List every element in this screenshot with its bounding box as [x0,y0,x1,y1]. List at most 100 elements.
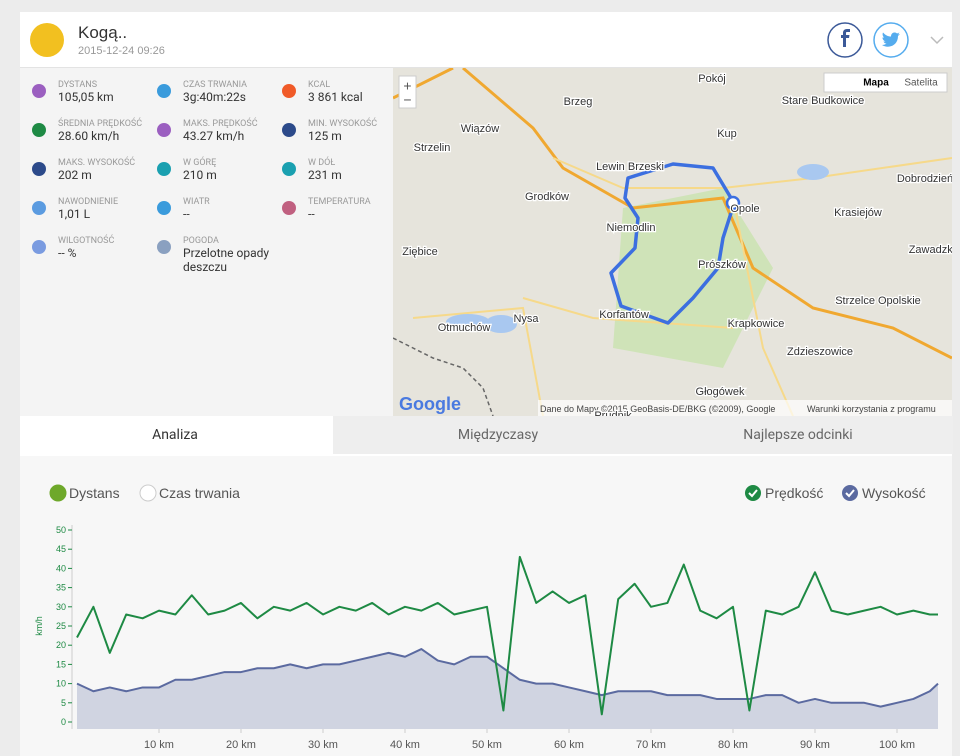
stat-icon [32,201,46,215]
legend-label[interactable]: Prędkość [765,485,823,501]
place-label: Stare Budkowice [782,95,865,107]
place-label: Zdzieszowice [787,346,853,358]
stat-icon [282,162,296,176]
series-line [76,648,939,708]
y-tick-label: 10 [56,679,66,689]
stat-label: POGODA [183,236,219,246]
y-tick-label: 20 [56,640,66,650]
stat-label: MAKS. PRĘDKOŚĆ [183,119,258,129]
x-tick-label: 80 km [718,739,748,751]
stat: NAWODNIENIE 1,01 L [32,197,157,221]
stat-icon [157,84,171,98]
stat-icon [32,123,46,137]
stat: KCAL 3 861 kcal [282,80,407,104]
y-tick-label: 40 [56,563,66,573]
place-label: Opole [730,203,759,215]
x-tick-label: 10 km [144,739,174,751]
legend-label[interactable]: Wysokość [862,485,926,501]
y-tick-label: 5 [61,698,66,708]
place-label: Nysa [513,313,539,325]
stat-label: WIATR [183,197,210,207]
place-label: Wiązów [461,123,500,135]
stat-label: MAKS. WYSOKOŚĆ [58,158,136,168]
stat-value: 28.60 km/h [58,129,120,143]
stat: WILGOTNOŚĆ -- % [32,236,157,260]
stat-label: KCAL [308,80,331,90]
stat: W DÓŁ 231 m [282,158,407,182]
stat-value: 202 m [58,168,92,182]
stat-label: ŚREDNIA PRĘDKOŚĆ [58,119,143,129]
google-logo: Google [399,394,461,414]
stat-icon [282,201,296,215]
x-tick-label: 50 km [472,739,502,751]
place-label: Krasiejów [834,207,882,219]
x-axis-option-radio[interactable] [139,484,157,502]
y-axis-label: km/h [34,616,44,636]
stat-value: -- [308,207,315,221]
place-label: Prószków [698,259,746,271]
stat-icon [32,162,46,176]
attribution-bar [538,400,952,416]
x-axis-option-radio[interactable] [49,484,67,502]
map-button[interactable]: Mapa [863,78,889,89]
tab[interactable]: Najlepsze odcinki [643,416,953,454]
stat: W GÓRĘ 210 m [157,158,282,182]
stat-value: 3g:40m:22s [183,90,246,104]
expand-chevron[interactable] [930,36,944,45]
legend-marker[interactable] [745,485,761,501]
stat-icon [157,162,171,176]
tab[interactable]: Analiza [20,416,330,454]
stat-value: 1,01 L [58,207,91,221]
area [77,649,938,729]
zoom-in[interactable]: + [403,78,411,94]
place-label: Brzeg [564,96,593,108]
x-axis-option-label[interactable]: Dystans [69,485,120,501]
place-label: Otmuchów [438,322,491,334]
chart-panel: Dystans Czas trwania Prędkość Wysokość km/h 0… [20,456,952,756]
stat-icon [282,123,296,137]
stat-label: W DÓŁ [308,158,336,168]
stat-value: Przelotne opady deszczu [183,246,270,274]
place-label: Grodków [525,191,569,203]
stat: MAKS. WYSOKOŚĆ 202 m [32,158,157,182]
attribution: Dane do Mapy ©2015 GeoBasis-DE/BKG (©200… [540,404,775,414]
border [393,337,494,416]
facebook-icon [841,29,850,47]
stat: CZAS TRWANIA 3g:40m:22s [157,80,282,104]
stat-icon [157,201,171,215]
stat-label: W GÓRĘ [183,158,217,168]
map[interactable]: + − Mapa Satelita Google Dane do Mapy ©2… [393,68,952,416]
x-axis-option-label[interactable]: Czas trwania [159,485,240,501]
y-tick-label: 25 [56,621,66,631]
stat: TEMPERATURA -- [282,197,407,221]
legend-marker[interactable] [842,485,858,501]
place-label: Niemodlin [607,222,656,234]
stat-value: 43.27 km/h [183,129,245,143]
map-type-control [823,72,948,93]
y-tick-label: 15 [56,659,66,669]
place-label: Kup [717,128,737,140]
sport-icon [30,23,64,57]
stat-label: WILGOTNOŚĆ [58,236,115,246]
stat-value: 125 m [308,129,342,143]
lake [446,314,490,330]
route [609,162,733,325]
stat-label: MIN. WYSOKOŚĆ [308,119,378,129]
stat-icon [157,240,171,254]
place-label: Głogówek [696,386,745,398]
zoom-out[interactable]: − [403,92,411,108]
lake [797,164,829,180]
place-label: Ziębice [402,246,437,258]
y-tick-label: 35 [56,583,66,593]
stat-icon [157,123,171,137]
route-marker [725,195,741,211]
stat-label: DYSTANS [58,80,98,90]
stat-value: 210 m [183,168,217,182]
tab[interactable]: Międzyczasy [333,416,663,454]
x-tick-label: 20 km [226,739,256,751]
satellite-button[interactable]: Satelita [904,78,938,89]
place-label: Dobrodzień [897,173,952,185]
lake [485,315,517,333]
terms-link[interactable]: Warunki korzystania z programu [807,404,936,414]
